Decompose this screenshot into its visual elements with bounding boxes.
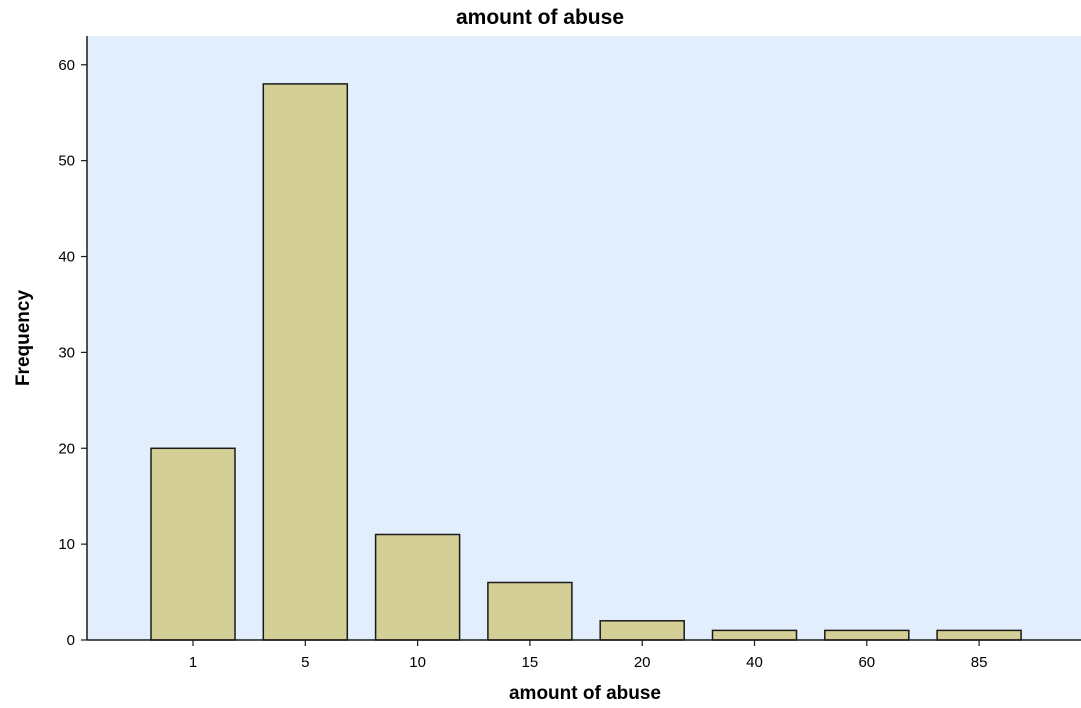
y-tick-label: 50 <box>58 153 75 170</box>
y-tick-label: 40 <box>58 249 75 266</box>
x-axis-ticks: 1 5 10 15 20 40 60 85 <box>189 640 988 671</box>
bar-10 <box>374 533 461 641</box>
y-tick-label: 10 <box>58 536 75 553</box>
bar-15 <box>487 581 573 641</box>
bar-1 <box>150 447 236 641</box>
y-tick-label: 30 <box>58 344 75 361</box>
x-tick-label: 5 <box>301 654 309 671</box>
x-tick-label: 85 <box>971 654 988 671</box>
x-tick-label: 10 <box>409 654 426 671</box>
bar-60 <box>824 629 910 641</box>
x-tick-label: 1 <box>189 654 197 671</box>
chart-title: amount of abuse <box>456 6 624 29</box>
plot-area <box>87 36 1081 640</box>
bar-40 <box>711 629 798 641</box>
y-tick-label: 0 <box>67 632 75 649</box>
bars-layer <box>150 83 1022 641</box>
x-tick-label: 20 <box>634 654 651 671</box>
y-tick-label: 20 <box>58 440 75 457</box>
x-tick-label: 40 <box>746 654 763 671</box>
x-axis-label: amount of abuse <box>509 683 661 704</box>
y-tick-label: 60 <box>58 57 75 74</box>
y-axis-ticks: 0 10 20 30 40 50 60 <box>58 57 87 649</box>
bar-5 <box>262 83 349 641</box>
bar-85 <box>936 629 1022 641</box>
x-tick-label: 15 <box>522 654 539 671</box>
bar-20 <box>599 620 685 641</box>
x-tick-label: 60 <box>858 654 875 671</box>
y-axis-label: Frequency <box>13 290 34 387</box>
